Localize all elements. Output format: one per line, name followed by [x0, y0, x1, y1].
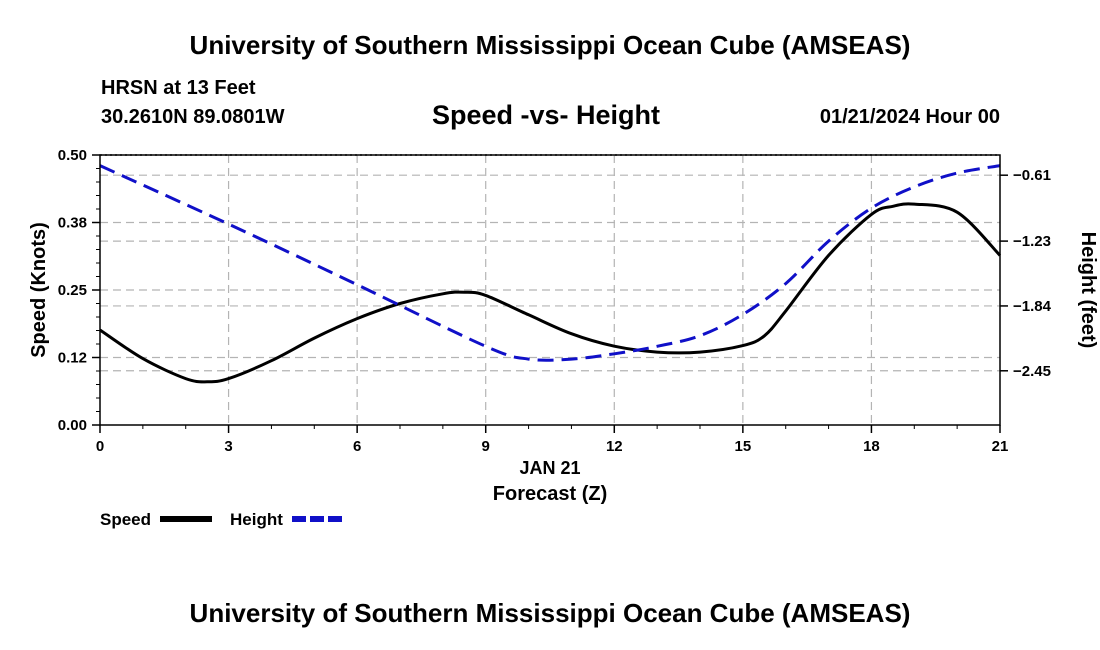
y2-tick-label: −0.61 — [1013, 167, 1051, 184]
y2-axis-label: Height (feet) — [1077, 232, 1099, 349]
legend-label-speed: Speed — [100, 510, 151, 529]
legend: Speed Height — [100, 510, 344, 529]
series — [99, 164, 1002, 384]
x-tick-label: 0 — [96, 438, 104, 455]
y2-tick-label: −1.84 — [1013, 298, 1052, 315]
height-series-line — [99, 164, 1001, 362]
y-tick-label: 0.50 — [58, 147, 87, 164]
y-axis-label: Speed (Knots) — [28, 222, 50, 358]
x-tick-label: 3 — [224, 438, 232, 455]
x-axis-date-label: JAN 21 — [519, 458, 580, 478]
y2-tick-label: −2.45 — [1013, 363, 1051, 380]
footer-title: University of Southern Mississippi Ocean… — [189, 598, 911, 628]
x-tick-label: 18 — [863, 438, 880, 455]
page-title: University of Southern Mississippi Ocean… — [189, 30, 911, 60]
legend-label-height: Height — [230, 510, 283, 529]
forecast-date: 01/21/2024 Hour 00 — [819, 106, 1000, 128]
speed-series-line — [99, 202, 1002, 384]
x-tick-label: 15 — [735, 438, 752, 455]
x-axis-label: Forecast (Z) — [493, 483, 607, 505]
y2-tick-label: −1.23 — [1013, 233, 1051, 250]
y-tick-label: 0.00 — [58, 417, 87, 434]
grid — [100, 155, 1000, 425]
x-tick-label: 21 — [992, 438, 1009, 455]
station-coordinates: 30.2610N 89.0801W — [101, 106, 285, 128]
y-tick-label: 0.38 — [58, 215, 87, 232]
station-label: HRSN at 13 Feet — [101, 77, 256, 99]
y-tick-label: 0.25 — [58, 282, 87, 299]
chart-title: Speed -vs- Height — [432, 100, 661, 130]
x-tick-label: 9 — [482, 438, 490, 455]
axes: 0 3 6 9 12 15 18 21 0.00 0.12 0.25 0.38 0.50 −0.61 −1.… — [58, 147, 1052, 455]
x-tick-label: 12 — [606, 438, 623, 455]
y-tick-label: 0.12 — [58, 350, 87, 367]
x-tick-label: 6 — [353, 438, 361, 455]
